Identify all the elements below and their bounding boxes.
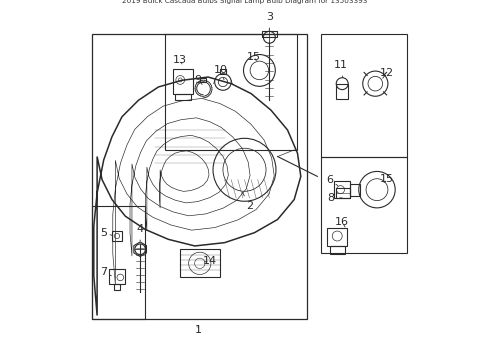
- Text: 11: 11: [333, 60, 347, 78]
- Text: 9: 9: [194, 75, 202, 85]
- Text: 15: 15: [379, 174, 393, 184]
- Text: 7: 7: [100, 267, 111, 278]
- Bar: [333, 181, 350, 198]
- Bar: [164, 34, 297, 150]
- Text: 6: 6: [325, 175, 337, 186]
- Bar: [175, 94, 191, 100]
- Bar: [320, 34, 406, 157]
- Bar: [219, 69, 226, 74]
- Bar: [180, 249, 219, 278]
- Text: 2019 Buick Cascada Bulbs Signal Lamp Bulb Diagram for 13503393: 2019 Buick Cascada Bulbs Signal Lamp Bul…: [122, 0, 366, 4]
- Bar: [92, 34, 307, 319]
- Bar: [173, 69, 193, 94]
- Bar: [92, 206, 145, 319]
- Bar: [113, 284, 120, 290]
- Text: 12: 12: [379, 68, 393, 78]
- Bar: [320, 157, 406, 253]
- Text: 3: 3: [265, 13, 272, 31]
- Bar: [200, 78, 205, 82]
- Text: 16: 16: [334, 217, 348, 227]
- Text: 5: 5: [100, 228, 112, 238]
- Bar: [336, 84, 347, 99]
- Bar: [329, 246, 344, 254]
- Text: 14: 14: [202, 256, 216, 266]
- Bar: [112, 231, 122, 241]
- Text: 4: 4: [136, 224, 143, 241]
- Text: 15: 15: [246, 51, 260, 62]
- Text: 2: 2: [242, 192, 252, 211]
- Bar: [335, 188, 350, 198]
- Text: 10: 10: [214, 66, 228, 80]
- Text: 8: 8: [326, 193, 342, 203]
- Text: 1: 1: [194, 325, 201, 336]
- Text: 13: 13: [173, 55, 186, 65]
- Bar: [350, 184, 359, 195]
- Bar: [108, 269, 125, 284]
- Bar: [262, 31, 276, 37]
- Bar: [326, 228, 346, 246]
